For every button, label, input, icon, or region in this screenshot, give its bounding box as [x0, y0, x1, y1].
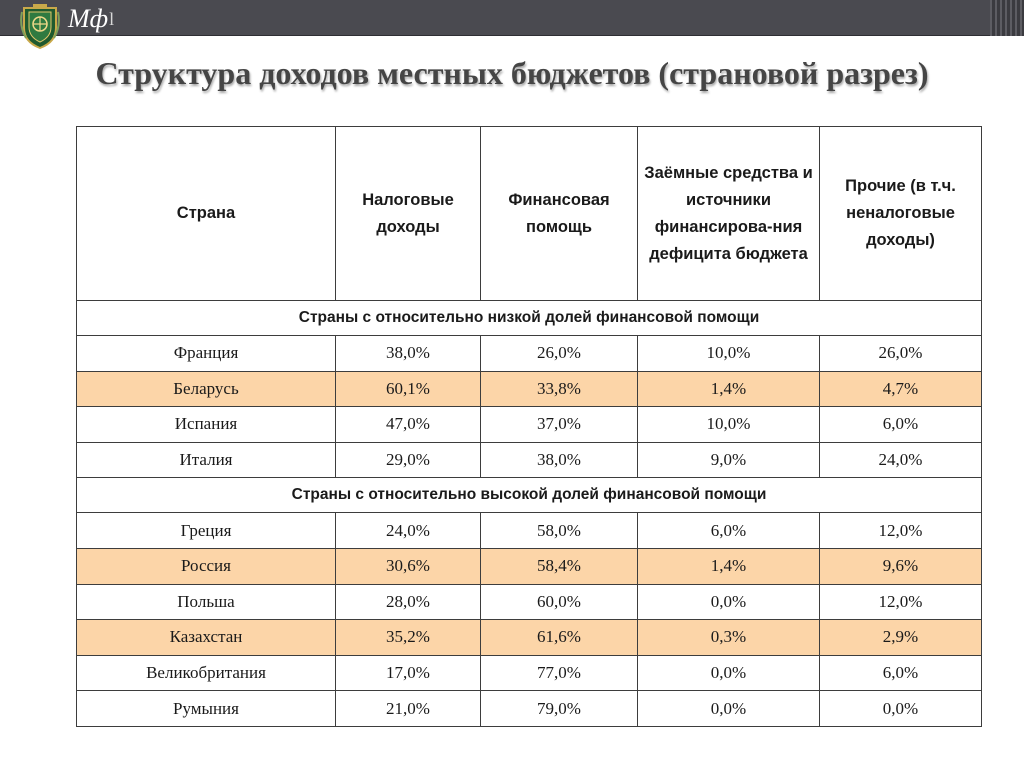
cell-financial-aid: 26,0% [480, 335, 638, 372]
cell-financial-aid: 60,0% [480, 583, 638, 621]
column-header-country: Страна [76, 126, 336, 301]
cell-financial-aid: 33,8% [480, 370, 638, 408]
cell-financial-aid: 58,0% [480, 512, 638, 549]
group-header-row: Страны с относительно высокой долей фина… [76, 477, 982, 514]
cell-country: Казахстан [76, 619, 336, 656]
cell-borrowed-funds: 1,4% [637, 547, 820, 585]
cell-tax-revenue: 24,0% [335, 512, 481, 549]
cell-tax-revenue: 60,1% [335, 370, 481, 408]
cell-financial-aid: 37,0% [480, 406, 638, 443]
cell-tax-revenue: 38,0% [335, 335, 481, 372]
cell-tax-revenue: 35,2% [335, 619, 481, 656]
cell-other-revenue: 0,0% [819, 690, 982, 727]
column-header-borrowed-funds: Заёмные средства и источники финансирова… [637, 126, 820, 301]
table-row: Греция 24,0% 58,0% 6,0% 12,0% [76, 512, 982, 549]
cell-other-revenue: 2,9% [819, 619, 982, 656]
column-header-financial-aid: Финансовая помощь [480, 126, 638, 301]
table-row: Италия 29,0% 38,0% 9,0% 24,0% [76, 441, 982, 479]
cell-financial-aid: 79,0% [480, 690, 638, 727]
group-label: Страны с относительно высокой долей фина… [76, 477, 982, 514]
cell-country: Беларусь [76, 370, 336, 408]
page-title: Структура доходов местных бюджетов (стра… [95, 55, 929, 91]
table-header-row: Страна Налоговые доходы Финансовая помощ… [76, 126, 982, 301]
cell-tax-revenue: 21,0% [335, 690, 481, 727]
cell-other-revenue: 9,6% [819, 547, 982, 585]
cell-borrowed-funds: 10,0% [637, 406, 820, 443]
cell-country: Польша [76, 583, 336, 621]
cell-financial-aid: 77,0% [480, 654, 638, 692]
cell-country: Греция [76, 512, 336, 549]
cell-other-revenue: 12,0% [819, 583, 982, 621]
ministry-emblem-icon [20, 4, 60, 50]
table-row: Франция 38,0% 26,0% 10,0% 26,0% [76, 335, 982, 372]
column-header-tax-revenue: Налоговые доходы [335, 126, 481, 301]
table-row: Беларусь 60,1% 33,8% 1,4% 4,7% [76, 370, 982, 408]
group-header-row: Страны с относительно низкой долей финан… [76, 300, 982, 336]
revenue-structure-table: Страна Налоговые доходы Финансовая помощ… [76, 126, 982, 727]
cell-country: Великобритания [76, 654, 336, 692]
cell-borrowed-funds: 0,0% [637, 654, 820, 692]
cell-borrowed-funds: 0,0% [637, 690, 820, 727]
cell-tax-revenue: 29,0% [335, 441, 481, 479]
table-row: Польша 28,0% 60,0% 0,0% 12,0% [76, 583, 982, 621]
cell-financial-aid: 61,6% [480, 619, 638, 656]
cell-other-revenue: 6,0% [819, 654, 982, 692]
table-row: Россия 30,6% 58,4% 1,4% 9,6% [76, 547, 982, 585]
cell-other-revenue: 6,0% [819, 406, 982, 443]
table-row: Испания 47,0% 37,0% 10,0% 6,0% [76, 406, 982, 443]
cell-borrowed-funds: 9,0% [637, 441, 820, 479]
cell-tax-revenue: 28,0% [335, 583, 481, 621]
cell-tax-revenue: 47,0% [335, 406, 481, 443]
cell-country: Румыния [76, 690, 336, 727]
table-row: Великобритания 17,0% 77,0% 0,0% 6,0% [76, 654, 982, 692]
column-header-other-revenue: Прочие (в т.ч. неналоговые доходы) [819, 126, 982, 301]
cell-tax-revenue: 17,0% [335, 654, 481, 692]
cell-country: Испания [76, 406, 336, 443]
cell-borrowed-funds: 0,3% [637, 619, 820, 656]
cell-other-revenue: 24,0% [819, 441, 982, 479]
brand-logo-text: Мфl [68, 4, 115, 33]
cell-country: Италия [76, 441, 336, 479]
cell-borrowed-funds: 0,0% [637, 583, 820, 621]
cell-tax-revenue: 30,6% [335, 547, 481, 585]
cell-financial-aid: 38,0% [480, 441, 638, 479]
cell-borrowed-funds: 1,4% [637, 370, 820, 408]
decorative-stripes [990, 0, 1024, 36]
top-bar [0, 0, 1024, 36]
cell-other-revenue: 12,0% [819, 512, 982, 549]
cell-borrowed-funds: 6,0% [637, 512, 820, 549]
cell-borrowed-funds: 10,0% [637, 335, 820, 372]
cell-other-revenue: 4,7% [819, 370, 982, 408]
cell-other-revenue: 26,0% [819, 335, 982, 372]
group-label: Страны с относительно низкой долей финан… [76, 300, 982, 336]
cell-financial-aid: 58,4% [480, 547, 638, 585]
table-row: Казахстан 35,2% 61,6% 0,3% 2,9% [76, 619, 982, 656]
cell-country: Франция [76, 335, 336, 372]
cell-country: Россия [76, 547, 336, 585]
table-row: Румыния 21,0% 79,0% 0,0% 0,0% [76, 690, 982, 727]
